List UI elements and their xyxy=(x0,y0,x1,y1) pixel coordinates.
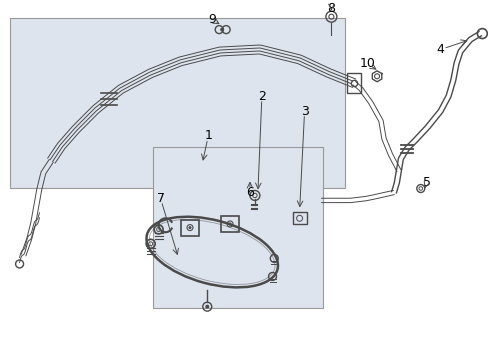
Text: 3: 3 xyxy=(301,104,309,118)
Text: 6: 6 xyxy=(246,186,254,199)
Text: 7: 7 xyxy=(157,192,165,205)
Bar xyxy=(10,18,345,189)
Bar xyxy=(347,73,361,93)
Bar xyxy=(293,212,307,224)
Text: 5: 5 xyxy=(423,176,431,189)
Text: 9: 9 xyxy=(208,13,216,26)
Text: 1: 1 xyxy=(204,129,212,142)
Text: 10: 10 xyxy=(359,57,375,70)
Circle shape xyxy=(228,222,232,225)
Circle shape xyxy=(189,226,192,229)
Text: 4: 4 xyxy=(437,43,444,56)
Bar xyxy=(153,147,323,308)
Text: 8: 8 xyxy=(327,2,335,15)
Circle shape xyxy=(220,28,224,32)
Text: 2: 2 xyxy=(258,90,266,103)
Circle shape xyxy=(205,305,209,309)
